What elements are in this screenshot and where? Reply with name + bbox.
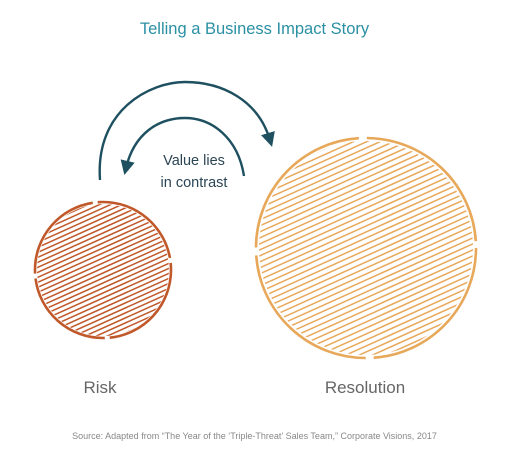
hatch-line <box>259 162 473 278</box>
hatch-line <box>259 141 473 188</box>
hatch-line <box>37 283 169 336</box>
hatch-line <box>259 186 473 302</box>
hatch-line <box>239 13 493 127</box>
hatch-line <box>239 361 493 460</box>
hatch-line <box>37 204 169 263</box>
resolution-label: Resolution <box>324 378 406 397</box>
contrast-caption-line2: in contrast <box>160 175 228 191</box>
hatch-line <box>259 354 473 355</box>
hatch-line <box>239 391 493 460</box>
hatch-line <box>259 141 473 224</box>
hatch-line <box>239 25 493 139</box>
hatch-line <box>259 234 473 350</box>
hatch-line <box>239 0 493 97</box>
hatch-line <box>259 348 473 355</box>
hatch-line <box>259 264 473 355</box>
hatch-line <box>259 246 473 355</box>
hatch-line <box>259 141 473 158</box>
hatch-line <box>259 222 473 338</box>
hatch-line <box>37 204 169 258</box>
hatch-line <box>259 300 473 355</box>
hatch-line <box>259 312 473 355</box>
hatch-line <box>259 141 473 254</box>
hatch-line <box>259 141 473 152</box>
hatch-line <box>37 228 169 308</box>
hatch-line <box>259 141 473 146</box>
hatch-line <box>259 228 473 344</box>
hatch-line <box>37 278 169 336</box>
hatch-line <box>259 144 473 260</box>
hatch-line <box>259 141 473 218</box>
hatch-line <box>259 288 473 355</box>
hatch-line <box>37 233 169 313</box>
hatch-line <box>259 141 473 170</box>
hatch-line <box>239 0 493 103</box>
hatch-line <box>239 19 493 133</box>
inner-arc-arrow <box>120 116 246 177</box>
resolution-outline <box>254 136 478 360</box>
hatch-line <box>259 174 473 290</box>
hatch-line <box>239 7 493 121</box>
hatch-line <box>259 240 473 355</box>
hatch-line <box>37 308 169 336</box>
hatch-line <box>259 216 473 332</box>
hatch-line <box>259 141 473 206</box>
source-note: Source: Adapted from “The Year of the ‘T… <box>72 431 437 441</box>
hatch-line <box>259 141 473 194</box>
hatch-line <box>239 397 493 460</box>
hatch-line <box>37 288 169 336</box>
hatch-line <box>259 258 473 355</box>
hatch-line <box>259 141 473 236</box>
hatch-line <box>259 210 473 326</box>
hatch-line <box>259 141 473 176</box>
hatch-line <box>259 156 473 272</box>
hatch-line <box>259 150 473 266</box>
hatch-line <box>259 192 473 308</box>
hatch-line <box>37 204 169 268</box>
hatch-line <box>37 204 169 253</box>
hatch-line <box>259 198 473 314</box>
hatch-line <box>259 204 473 320</box>
contrast-caption-line1: Value lies <box>163 153 225 169</box>
hatch-line <box>37 333 169 336</box>
contrast-caption: Value lies in contrast <box>134 150 254 194</box>
hatch-line <box>239 0 493 109</box>
hatch-line <box>37 303 169 336</box>
outer-arc-arrow <box>98 80 275 181</box>
hatch-line <box>259 141 473 248</box>
hatch-line <box>37 273 169 336</box>
hatch-line <box>259 276 473 355</box>
risk-outline <box>33 200 173 340</box>
risk-label: Risk <box>83 378 117 397</box>
hatch-line <box>259 141 473 212</box>
hatch-line <box>239 1 493 115</box>
hatch-line <box>259 282 473 355</box>
hatch-line <box>259 141 473 230</box>
hatch-line <box>259 141 473 182</box>
hatch-line <box>37 293 169 336</box>
hatch-line <box>259 306 473 355</box>
hatch-line <box>259 270 473 355</box>
hatch-line <box>17 359 189 436</box>
hatch-line <box>259 318 473 355</box>
hatch-line <box>259 168 473 284</box>
hatch-line <box>259 141 473 164</box>
hatch-line <box>259 180 473 296</box>
diagram-title: Telling a Business Impact Story <box>139 20 370 38</box>
hatch-line <box>259 252 473 355</box>
hatch-line <box>239 0 493 91</box>
